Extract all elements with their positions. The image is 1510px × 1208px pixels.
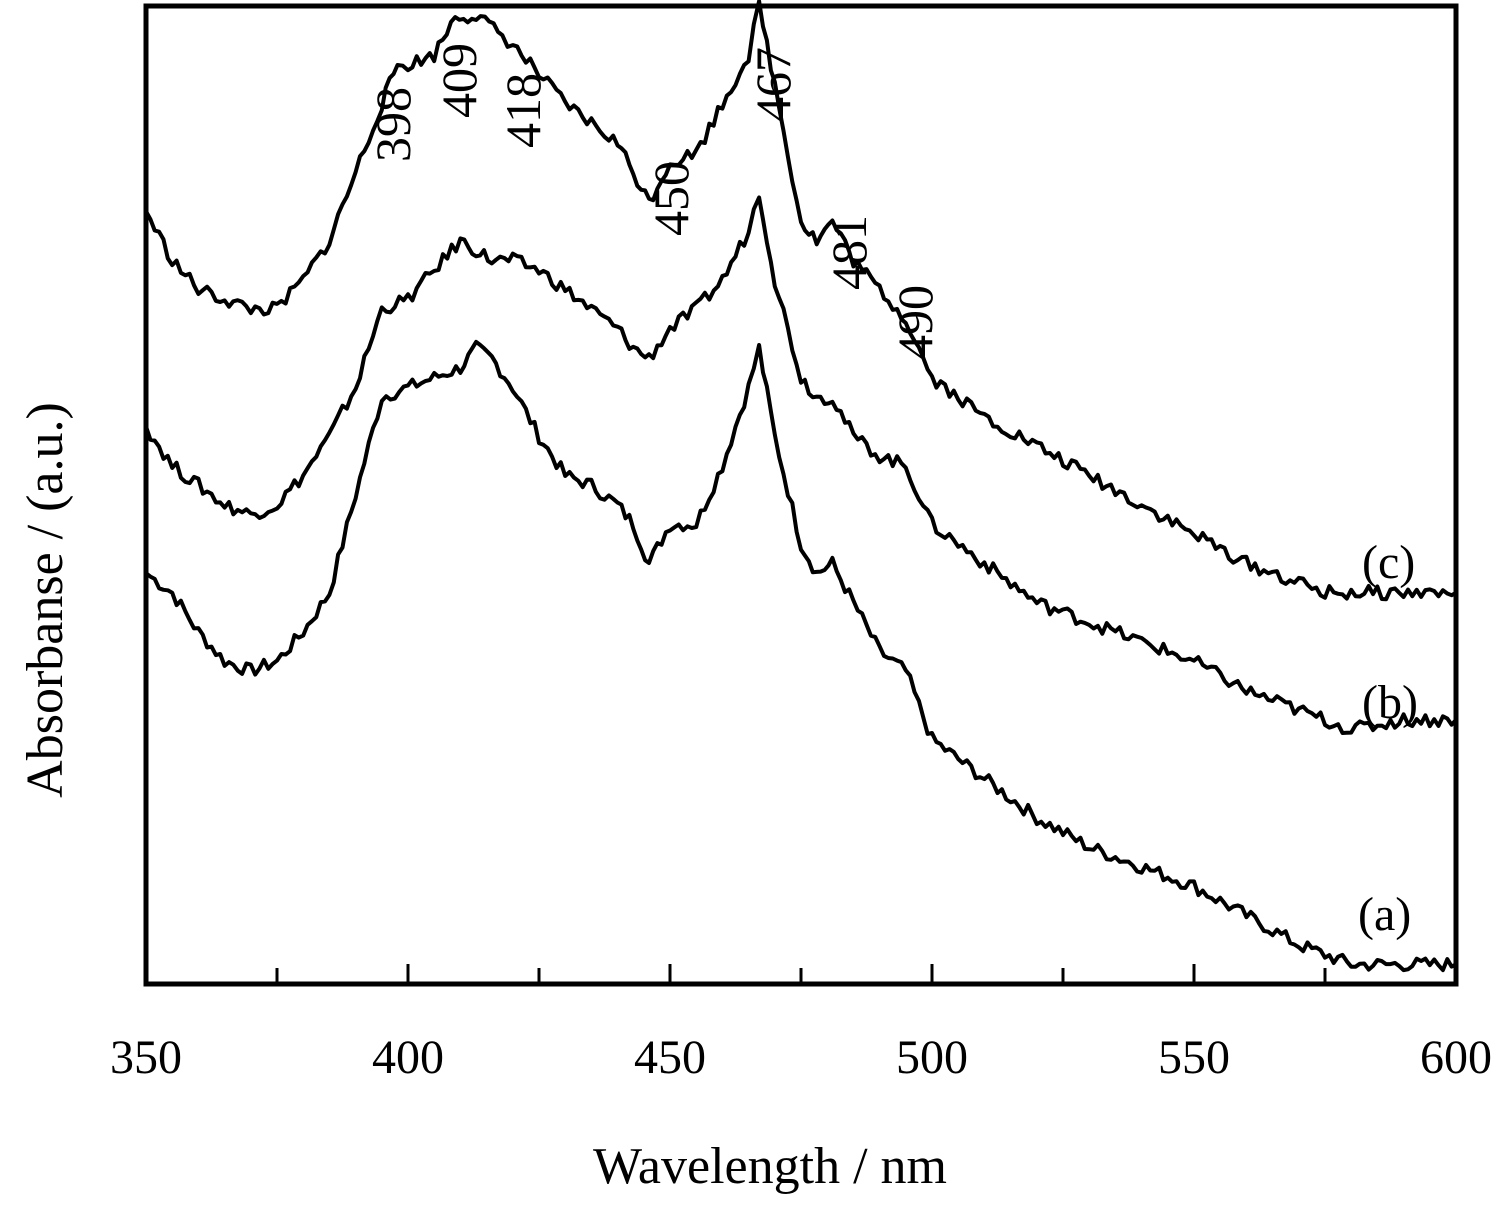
x-tick-label-450: 450 xyxy=(634,1031,706,1084)
y-axis-title: Absorbanse / (a.u.) xyxy=(17,402,74,798)
peak-label-490: 490 xyxy=(887,285,943,360)
series-lines xyxy=(144,0,1458,973)
series-label-b: (b) xyxy=(1362,676,1418,729)
series-line-b xyxy=(144,195,1458,735)
x-axis-ticks xyxy=(144,964,1458,984)
peak-label-481: 481 xyxy=(821,215,877,290)
series-label-c: (c) xyxy=(1362,536,1415,589)
x-axis-tick-labels: 350 400 450 500 550 600 xyxy=(110,1031,1492,1084)
x-axis-title: Wavelength / nm xyxy=(593,1138,947,1195)
plot-frame xyxy=(143,3,1459,987)
series-line-a xyxy=(144,339,1457,973)
series-line-c xyxy=(144,0,1457,602)
series-label-a: (a) xyxy=(1358,888,1411,941)
x-tick-label-400: 400 xyxy=(372,1031,444,1084)
peak-label-467: 467 xyxy=(745,47,801,122)
peak-label-450: 450 xyxy=(643,161,699,236)
x-tick-label-550: 550 xyxy=(1158,1031,1230,1084)
peak-label-398: 398 xyxy=(365,87,421,162)
peak-label-418: 418 xyxy=(495,73,551,148)
peak-label-409: 409 xyxy=(431,43,487,118)
x-tick-label-500: 500 xyxy=(896,1031,968,1084)
x-tick-label-350: 350 xyxy=(110,1031,182,1084)
peak-annotations: 398 409 418 450 467 481 490 xyxy=(365,43,943,360)
series-labels: (c) (b) (a) xyxy=(1358,536,1418,941)
x-tick-label-600: 600 xyxy=(1420,1031,1492,1084)
